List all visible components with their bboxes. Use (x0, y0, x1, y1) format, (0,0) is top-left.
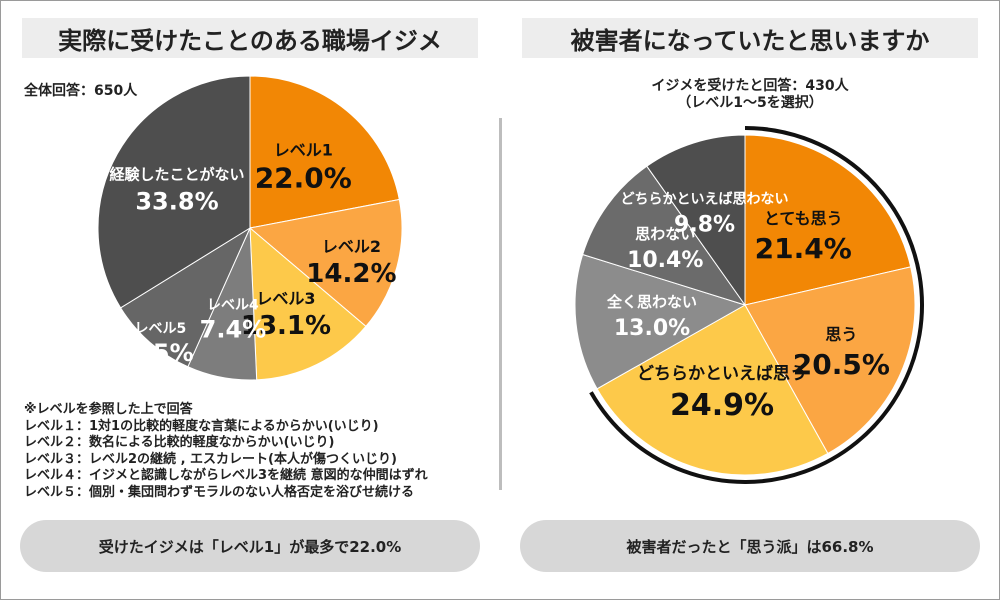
slice-label: とても思う (764, 209, 843, 228)
slice-value-label: 24.9% (670, 388, 774, 423)
slice-value-label: 33.8% (135, 187, 218, 215)
left-chart-title: 実際に受けたことのある職場イジメ (22, 18, 478, 58)
legend-note-line: レベル２：数名による比較的軽度なからかい(いじり) (24, 435, 335, 450)
legend-note-line: レベル５：個別・集団問わずモラルのない人格否定を浴びせ続ける (24, 484, 415, 500)
legend-note-line: レベル４：イジメと認識しながらレベル3を継続 意図的な仲間はずれ (24, 468, 428, 483)
slice-label: どちらかといえば思う (637, 364, 807, 384)
pie-slice (744, 266, 916, 455)
slice-label: レベル2 (322, 237, 381, 256)
slice-label: どちらかといえば思わない (621, 191, 789, 207)
slice-value-label: 14.2% (306, 259, 396, 289)
pie-slice (248, 198, 403, 328)
slice-value-label: 10.4% (627, 248, 703, 273)
pie-slice (646, 134, 746, 307)
slice-value-label: 13.1% (241, 311, 331, 341)
slice-label: 思う (825, 325, 857, 344)
left-summary-pill: 受けたイジメは「レベル1」が最多で22.0% (20, 520, 480, 572)
pie-slice (744, 134, 912, 306)
slice-label: レベル4 (207, 298, 259, 314)
pie-slice (596, 304, 829, 476)
right-respondents-label: イジメを受けたと回答：430人 （レベル1〜5を選択） (600, 78, 900, 112)
slice-label: 思わない (635, 225, 695, 243)
slice-label: レベル1 (274, 141, 333, 160)
slice-label: 経験したことがない (109, 165, 244, 183)
slice-value-label: 9.8% (674, 212, 735, 237)
slice-label: 全く思わない (606, 293, 697, 311)
level-legend-notes: ※レベルを参照した上で回答 レベル１：1対1の比較的軽度な言葉によるからかい(い… (24, 402, 428, 501)
pie-slice (249, 226, 367, 381)
pie-slice (97, 75, 251, 309)
slice-value-label: 22.0% (255, 162, 352, 195)
right-respondents-line1: イジメを受けたと回答：430人 (651, 78, 849, 94)
center-divider (499, 118, 502, 490)
pie-slice (119, 226, 252, 368)
pie-slice (582, 165, 747, 306)
right-chart-title: 被害者になっていたと思いますか (522, 18, 978, 58)
legend-note-line: ※レベルを参照した上で回答 (24, 402, 193, 417)
pie-slice (574, 253, 747, 390)
total-respondents-label: 全体回答：650人 (24, 83, 138, 99)
legend-note-line: レベル１：1対1の比較的軽度な言葉によるからかい(いじり) (24, 418, 379, 434)
slice-value-label: 20.5% (793, 348, 890, 381)
right-respondents-line2: （レベル1〜5を選択） (677, 95, 823, 111)
slice-label: レベル5 (135, 321, 187, 337)
slice-value-label: 9.5% (127, 339, 194, 367)
slice-label: レベル3 (256, 289, 315, 308)
slice-value-label: 21.4% (755, 232, 852, 265)
right-summary-pill: 被害者だったと「思う派」は66.8% (520, 520, 980, 572)
slice-value-label: 7.4% (200, 316, 267, 344)
legend-note-line: レベル３：レベル2の継続 , エスカレート(本人が傷つくいじり) (24, 451, 397, 467)
slice-value-label: 13.0% (614, 316, 690, 341)
agree-group-arc (589, 126, 924, 484)
pie-slice (249, 75, 400, 229)
